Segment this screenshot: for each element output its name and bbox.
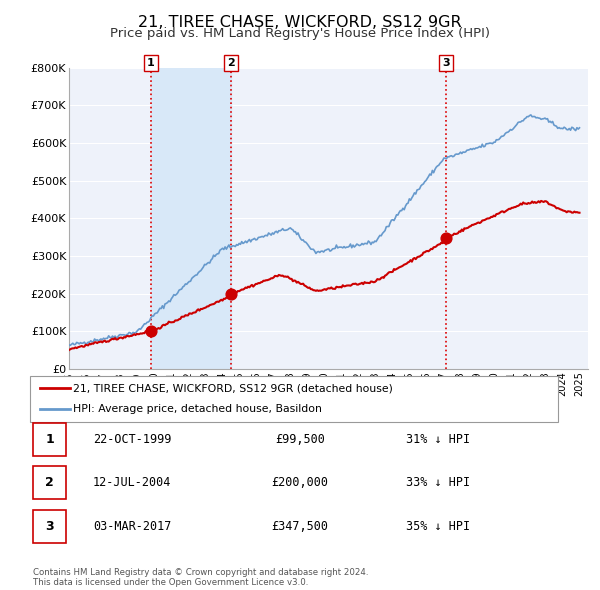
Text: 33% ↓ HPI: 33% ↓ HPI bbox=[406, 476, 470, 489]
Text: 22-OCT-1999: 22-OCT-1999 bbox=[93, 433, 171, 446]
Point bbox=[226, 289, 236, 298]
Text: HPI: Average price, detached house, Basildon: HPI: Average price, detached house, Basi… bbox=[73, 404, 322, 414]
Text: £99,500: £99,500 bbox=[275, 433, 325, 446]
Text: 3: 3 bbox=[45, 520, 54, 533]
Text: 2: 2 bbox=[227, 58, 235, 68]
Point bbox=[146, 327, 155, 336]
FancyBboxPatch shape bbox=[30, 376, 558, 422]
FancyBboxPatch shape bbox=[33, 466, 66, 499]
Text: 3: 3 bbox=[442, 58, 450, 68]
Text: 35% ↓ HPI: 35% ↓ HPI bbox=[406, 520, 470, 533]
Text: 1: 1 bbox=[147, 58, 155, 68]
Text: 21, TIREE CHASE, WICKFORD, SS12 9GR (detached house): 21, TIREE CHASE, WICKFORD, SS12 9GR (det… bbox=[73, 384, 393, 394]
Text: £200,000: £200,000 bbox=[271, 476, 329, 489]
FancyBboxPatch shape bbox=[33, 424, 66, 455]
Text: 1: 1 bbox=[45, 433, 54, 446]
Text: £347,500: £347,500 bbox=[271, 520, 329, 533]
FancyBboxPatch shape bbox=[33, 510, 66, 543]
Text: 2: 2 bbox=[45, 476, 54, 489]
Text: 03-MAR-2017: 03-MAR-2017 bbox=[93, 520, 171, 533]
Point bbox=[442, 233, 451, 242]
Text: Contains HM Land Registry data © Crown copyright and database right 2024.
This d: Contains HM Land Registry data © Crown c… bbox=[33, 568, 368, 587]
Text: Price paid vs. HM Land Registry's House Price Index (HPI): Price paid vs. HM Land Registry's House … bbox=[110, 27, 490, 40]
Text: 21, TIREE CHASE, WICKFORD, SS12 9GR: 21, TIREE CHASE, WICKFORD, SS12 9GR bbox=[138, 15, 462, 30]
Text: 31% ↓ HPI: 31% ↓ HPI bbox=[406, 433, 470, 446]
Text: 12-JUL-2004: 12-JUL-2004 bbox=[93, 476, 171, 489]
Bar bbox=[151, 68, 231, 369]
